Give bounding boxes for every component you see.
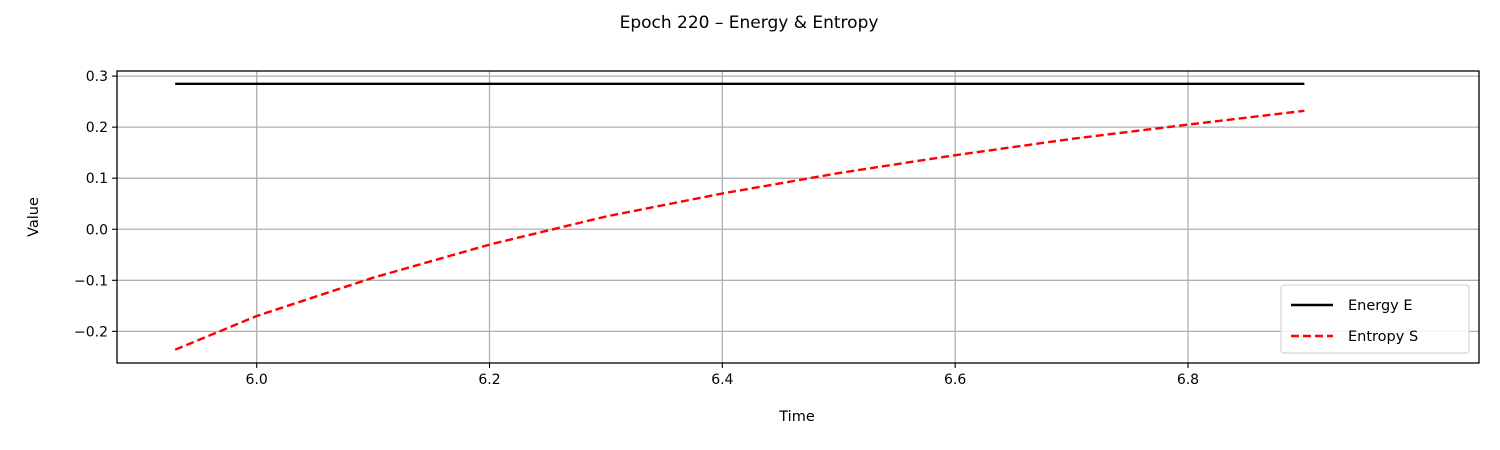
legend-label: Entropy S (1348, 329, 1418, 345)
plot-frame (116, 70, 1480, 364)
x-tick-label: 6.0 (246, 372, 268, 388)
y-tick-label: 0.0 (86, 222, 108, 238)
y-tick-label: −0.2 (74, 324, 108, 340)
y-tick-label: 0.2 (86, 120, 108, 136)
y-tick-label: 0.3 (86, 69, 108, 85)
x-axis-title: Time (778, 409, 815, 425)
x-tick-label: 6.2 (478, 372, 500, 388)
x-tick-label: 6.6 (944, 372, 966, 388)
tick-layer: 6.0 6.2 6.4 6.6 6.8 −0.2 −0.1 0.0 0.1 0.2 0.3 (74, 69, 1199, 388)
legend: Energy E Entropy S (1280, 284, 1470, 354)
series-layer (174, 82, 1305, 351)
y-axis-title: Value (26, 197, 42, 237)
chart-title: Epoch 220 – Energy & Entropy (620, 13, 879, 33)
legend-label: Energy E (1348, 298, 1413, 314)
x-tick-label: 6.4 (711, 372, 733, 388)
y-tick-label: 0.1 (86, 171, 108, 187)
series-line-entropy-s (174, 109, 1305, 351)
grid-layer (117, 71, 1479, 363)
y-tick-label: −0.1 (74, 273, 108, 289)
x-tick-label: 6.8 (1177, 372, 1199, 388)
